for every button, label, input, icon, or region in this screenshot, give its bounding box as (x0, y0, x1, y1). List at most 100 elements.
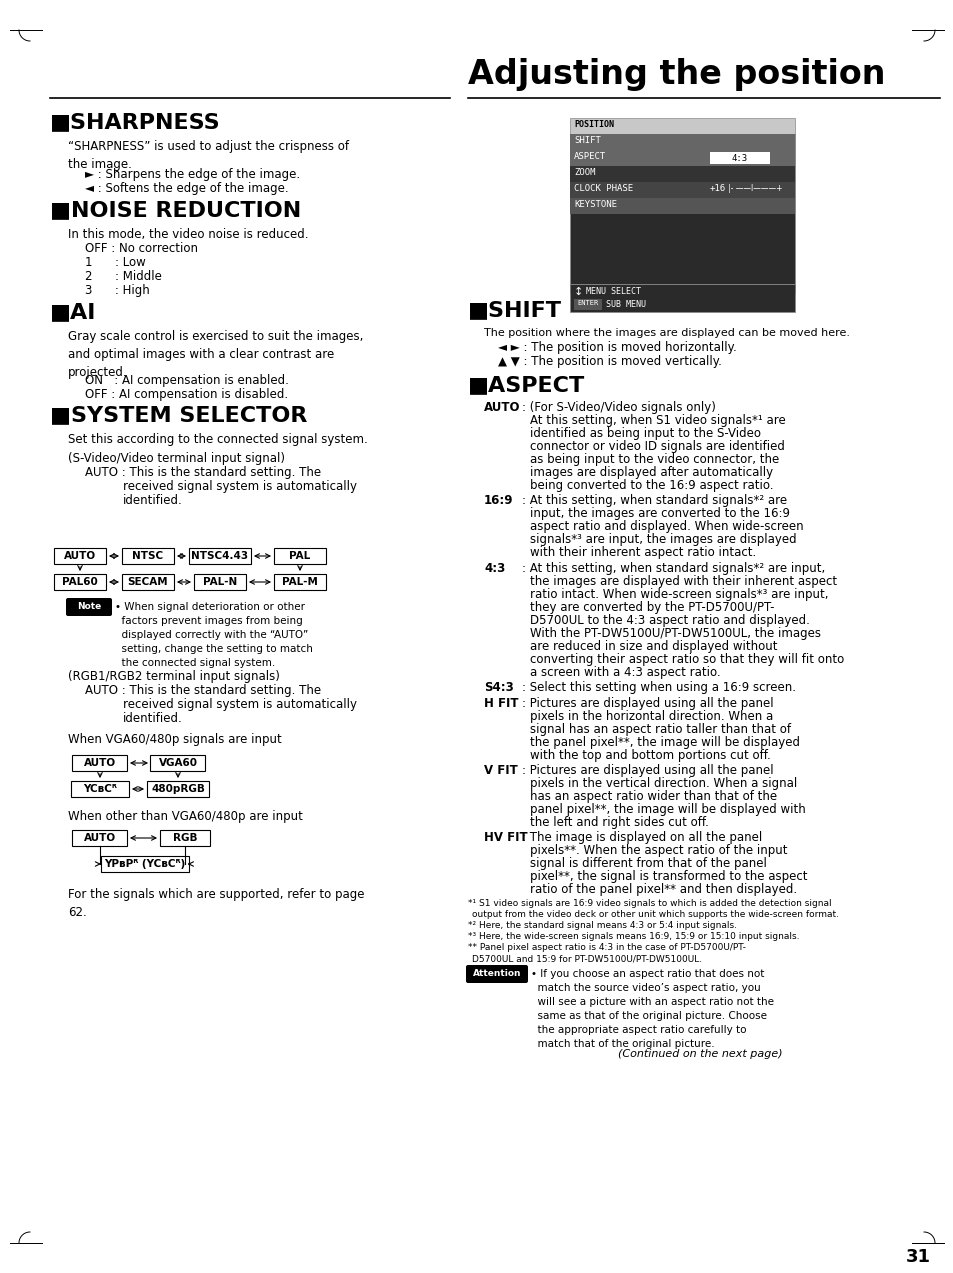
Text: the left and right sides cut off.: the left and right sides cut off. (530, 816, 708, 829)
Text: At this setting, when S1 video signals*¹ are: At this setting, when S1 video signals*¹… (530, 414, 785, 426)
Text: ■SHARPNESS: ■SHARPNESS (50, 112, 220, 132)
Text: (RGB1/RGB2 terminal input signals): (RGB1/RGB2 terminal input signals) (68, 670, 279, 684)
Text: connector or video ID signals are identified: connector or video ID signals are identi… (530, 440, 784, 453)
Text: ■AI: ■AI (50, 302, 96, 322)
Text: ▲ ▼ : The position is moved vertically.: ▲ ▼ : The position is moved vertically. (497, 355, 721, 368)
Text: 16:9: 16:9 (483, 494, 513, 507)
Text: ** Panel pixel aspect ratio is 4:3 in the case of PT-D5700U/PT-: ** Panel pixel aspect ratio is 4:3 in th… (468, 943, 745, 952)
Text: PAL60: PAL60 (62, 577, 98, 587)
Text: a screen with a 4:3 aspect ratio.: a screen with a 4:3 aspect ratio. (530, 666, 720, 679)
Text: MENU SELECT: MENU SELECT (585, 286, 640, 297)
Text: ◄ : Softens the edge of the image.: ◄ : Softens the edge of the image. (85, 182, 289, 195)
FancyBboxPatch shape (193, 574, 246, 589)
FancyBboxPatch shape (189, 547, 251, 564)
Text: PAL-M: PAL-M (282, 577, 317, 587)
Text: PAL-N: PAL-N (203, 577, 237, 587)
Text: 1      : Low: 1 : Low (85, 256, 146, 269)
FancyBboxPatch shape (709, 151, 769, 164)
Text: |- ——I———+: |- ——I———+ (727, 185, 781, 193)
Text: OFF : No correction: OFF : No correction (85, 242, 198, 255)
Text: input, the images are converted to the 16:9: input, the images are converted to the 1… (530, 507, 789, 519)
Text: ZOOM: ZOOM (574, 168, 595, 177)
FancyBboxPatch shape (569, 118, 794, 134)
Text: PAL: PAL (289, 551, 311, 561)
Text: D5700UL to the 4:3 aspect ratio and displayed.: D5700UL to the 4:3 aspect ratio and disp… (530, 614, 809, 628)
Text: with their inherent aspect ratio intact.: with their inherent aspect ratio intact. (530, 546, 756, 559)
Text: signal is different from that of the panel: signal is different from that of the pan… (530, 857, 766, 869)
Text: identified.: identified. (123, 712, 183, 726)
Text: Adjusting the position: Adjusting the position (468, 59, 884, 90)
Text: being converted to the 16:9 aspect ratio.: being converted to the 16:9 aspect ratio… (530, 479, 773, 491)
Text: H FIT: H FIT (483, 698, 518, 710)
Text: received signal system is automatically: received signal system is automatically (123, 698, 356, 712)
Text: panel pixel**, the image will be displayed with: panel pixel**, the image will be display… (530, 803, 805, 816)
FancyBboxPatch shape (101, 855, 189, 872)
Text: D5700UL and 15:9 for PT-DW5100U/PT-DW5100UL.: D5700UL and 15:9 for PT-DW5100U/PT-DW510… (472, 953, 701, 962)
Text: they are converted by the PT-D5700U/PT-: they are converted by the PT-D5700U/PT- (530, 601, 774, 614)
Text: ► : Sharpens the edge of the image.: ► : Sharpens the edge of the image. (85, 168, 300, 181)
Text: are reduced in size and displayed without: are reduced in size and displayed withou… (530, 640, 777, 653)
FancyBboxPatch shape (569, 199, 794, 214)
Text: *² Here, the standard signal means 4:3 or 5:4 input signals.: *² Here, the standard signal means 4:3 o… (468, 920, 737, 931)
FancyBboxPatch shape (569, 284, 794, 312)
Text: the images are displayed with their inherent aspect: the images are displayed with their inhe… (530, 575, 836, 588)
Text: pixels in the vertical direction. When a signal: pixels in the vertical direction. When a… (530, 777, 797, 791)
Text: : (For S-Video/Video signals only): : (For S-Video/Video signals only) (521, 401, 715, 414)
Text: ◄ ► : The position is moved horizontally.: ◄ ► : The position is moved horizontally… (497, 341, 736, 354)
Text: AUTO : This is the standard setting. The: AUTO : This is the standard setting. The (85, 684, 321, 698)
Text: Note: Note (77, 602, 101, 611)
Text: identified.: identified. (123, 494, 183, 507)
Text: 31: 31 (905, 1248, 930, 1267)
Text: CLOCK PHASE: CLOCK PHASE (574, 185, 633, 193)
Text: YCʙCᴿ: YCʙCᴿ (83, 784, 117, 794)
Text: “SHARPNESS” is used to adjust the crispness of
the image.: “SHARPNESS” is used to adjust the crispn… (68, 140, 349, 171)
Text: pixels**. When the aspect ratio of the input: pixels**. When the aspect ratio of the i… (530, 844, 786, 857)
FancyBboxPatch shape (72, 830, 128, 847)
Text: 4:3: 4:3 (731, 154, 747, 163)
Text: RGB: RGB (172, 833, 197, 843)
FancyBboxPatch shape (569, 134, 794, 150)
Text: In this mode, the video noise is reduced.: In this mode, the video noise is reduced… (68, 228, 308, 241)
FancyBboxPatch shape (151, 755, 205, 771)
Text: AUTO: AUTO (84, 833, 116, 843)
Text: as being input to the video connector, the: as being input to the video connector, t… (530, 453, 779, 466)
Text: AUTO: AUTO (483, 401, 520, 414)
Text: ENTER: ENTER (577, 300, 598, 306)
Text: When other than VGA60/480p are input: When other than VGA60/480p are input (68, 810, 302, 824)
Text: ■SHIFT: ■SHIFT (468, 300, 561, 320)
Text: converting their aspect ratio so that they will fit onto: converting their aspect ratio so that th… (530, 653, 843, 666)
Text: pixels in the horizontal direction. When a: pixels in the horizontal direction. When… (530, 710, 773, 723)
Text: signals*³ are input, the images are displayed: signals*³ are input, the images are disp… (530, 533, 796, 546)
Text: : At this setting, when standard signals*² are input,: : At this setting, when standard signals… (521, 561, 824, 575)
Text: AUTO : This is the standard setting. The: AUTO : This is the standard setting. The (85, 466, 321, 479)
Text: *³ Here, the wide-screen signals means 16:9, 15:9 or 15:10 input signals.: *³ Here, the wide-screen signals means 1… (468, 932, 799, 941)
Text: Set this according to the connected signal system.: Set this according to the connected sign… (68, 433, 367, 446)
Text: Gray scale control is exercised to suit the images,
and optimal images with a cl: Gray scale control is exercised to suit … (68, 330, 363, 379)
FancyBboxPatch shape (54, 547, 106, 564)
Text: • If you choose an aspect ratio that does not
  match the source video’s aspect : • If you choose an aspect ratio that doe… (531, 969, 773, 1049)
Text: has an aspect ratio wider than that of the: has an aspect ratio wider than that of t… (530, 791, 777, 803)
Text: ON   : AI compensation is enabled.: ON : AI compensation is enabled. (85, 374, 289, 387)
Text: With the PT-DW5100U/PT-DW5100UL, the images: With the PT-DW5100U/PT-DW5100UL, the ima… (530, 628, 821, 640)
Text: with the top and bottom portions cut off.: with the top and bottom portions cut off… (530, 749, 770, 763)
Text: ■NOISE REDUCTION: ■NOISE REDUCTION (50, 200, 301, 220)
Text: The position where the images are displayed can be moved here.: The position where the images are displa… (483, 328, 849, 339)
Text: signal has an aspect ratio taller than that of: signal has an aspect ratio taller than t… (530, 723, 790, 736)
Text: SHIFT: SHIFT (574, 136, 600, 145)
FancyBboxPatch shape (274, 574, 326, 589)
Text: NTSC: NTSC (132, 551, 163, 561)
Text: NTSC4.43: NTSC4.43 (192, 551, 249, 561)
Text: ↕: ↕ (574, 286, 583, 297)
FancyBboxPatch shape (569, 134, 794, 293)
Text: pixel**, the signal is transformed to the aspect: pixel**, the signal is transformed to th… (530, 869, 806, 883)
Text: ratio intact. When wide-screen signals*³ are input,: ratio intact. When wide-screen signals*³… (530, 588, 827, 601)
Text: ratio of the panel pixel** and then displayed.: ratio of the panel pixel** and then disp… (530, 883, 797, 896)
Text: : Pictures are displayed using all the panel: : Pictures are displayed using all the p… (521, 698, 773, 710)
Text: When VGA60/480p signals are input: When VGA60/480p signals are input (68, 733, 281, 746)
FancyBboxPatch shape (72, 755, 128, 771)
Text: HV FIT: HV FIT (483, 831, 527, 844)
Text: VGA60: VGA60 (158, 757, 197, 768)
FancyBboxPatch shape (147, 782, 209, 797)
Text: +16: +16 (709, 185, 725, 193)
Text: (S-Video/Video terminal input signal): (S-Video/Video terminal input signal) (68, 452, 285, 465)
